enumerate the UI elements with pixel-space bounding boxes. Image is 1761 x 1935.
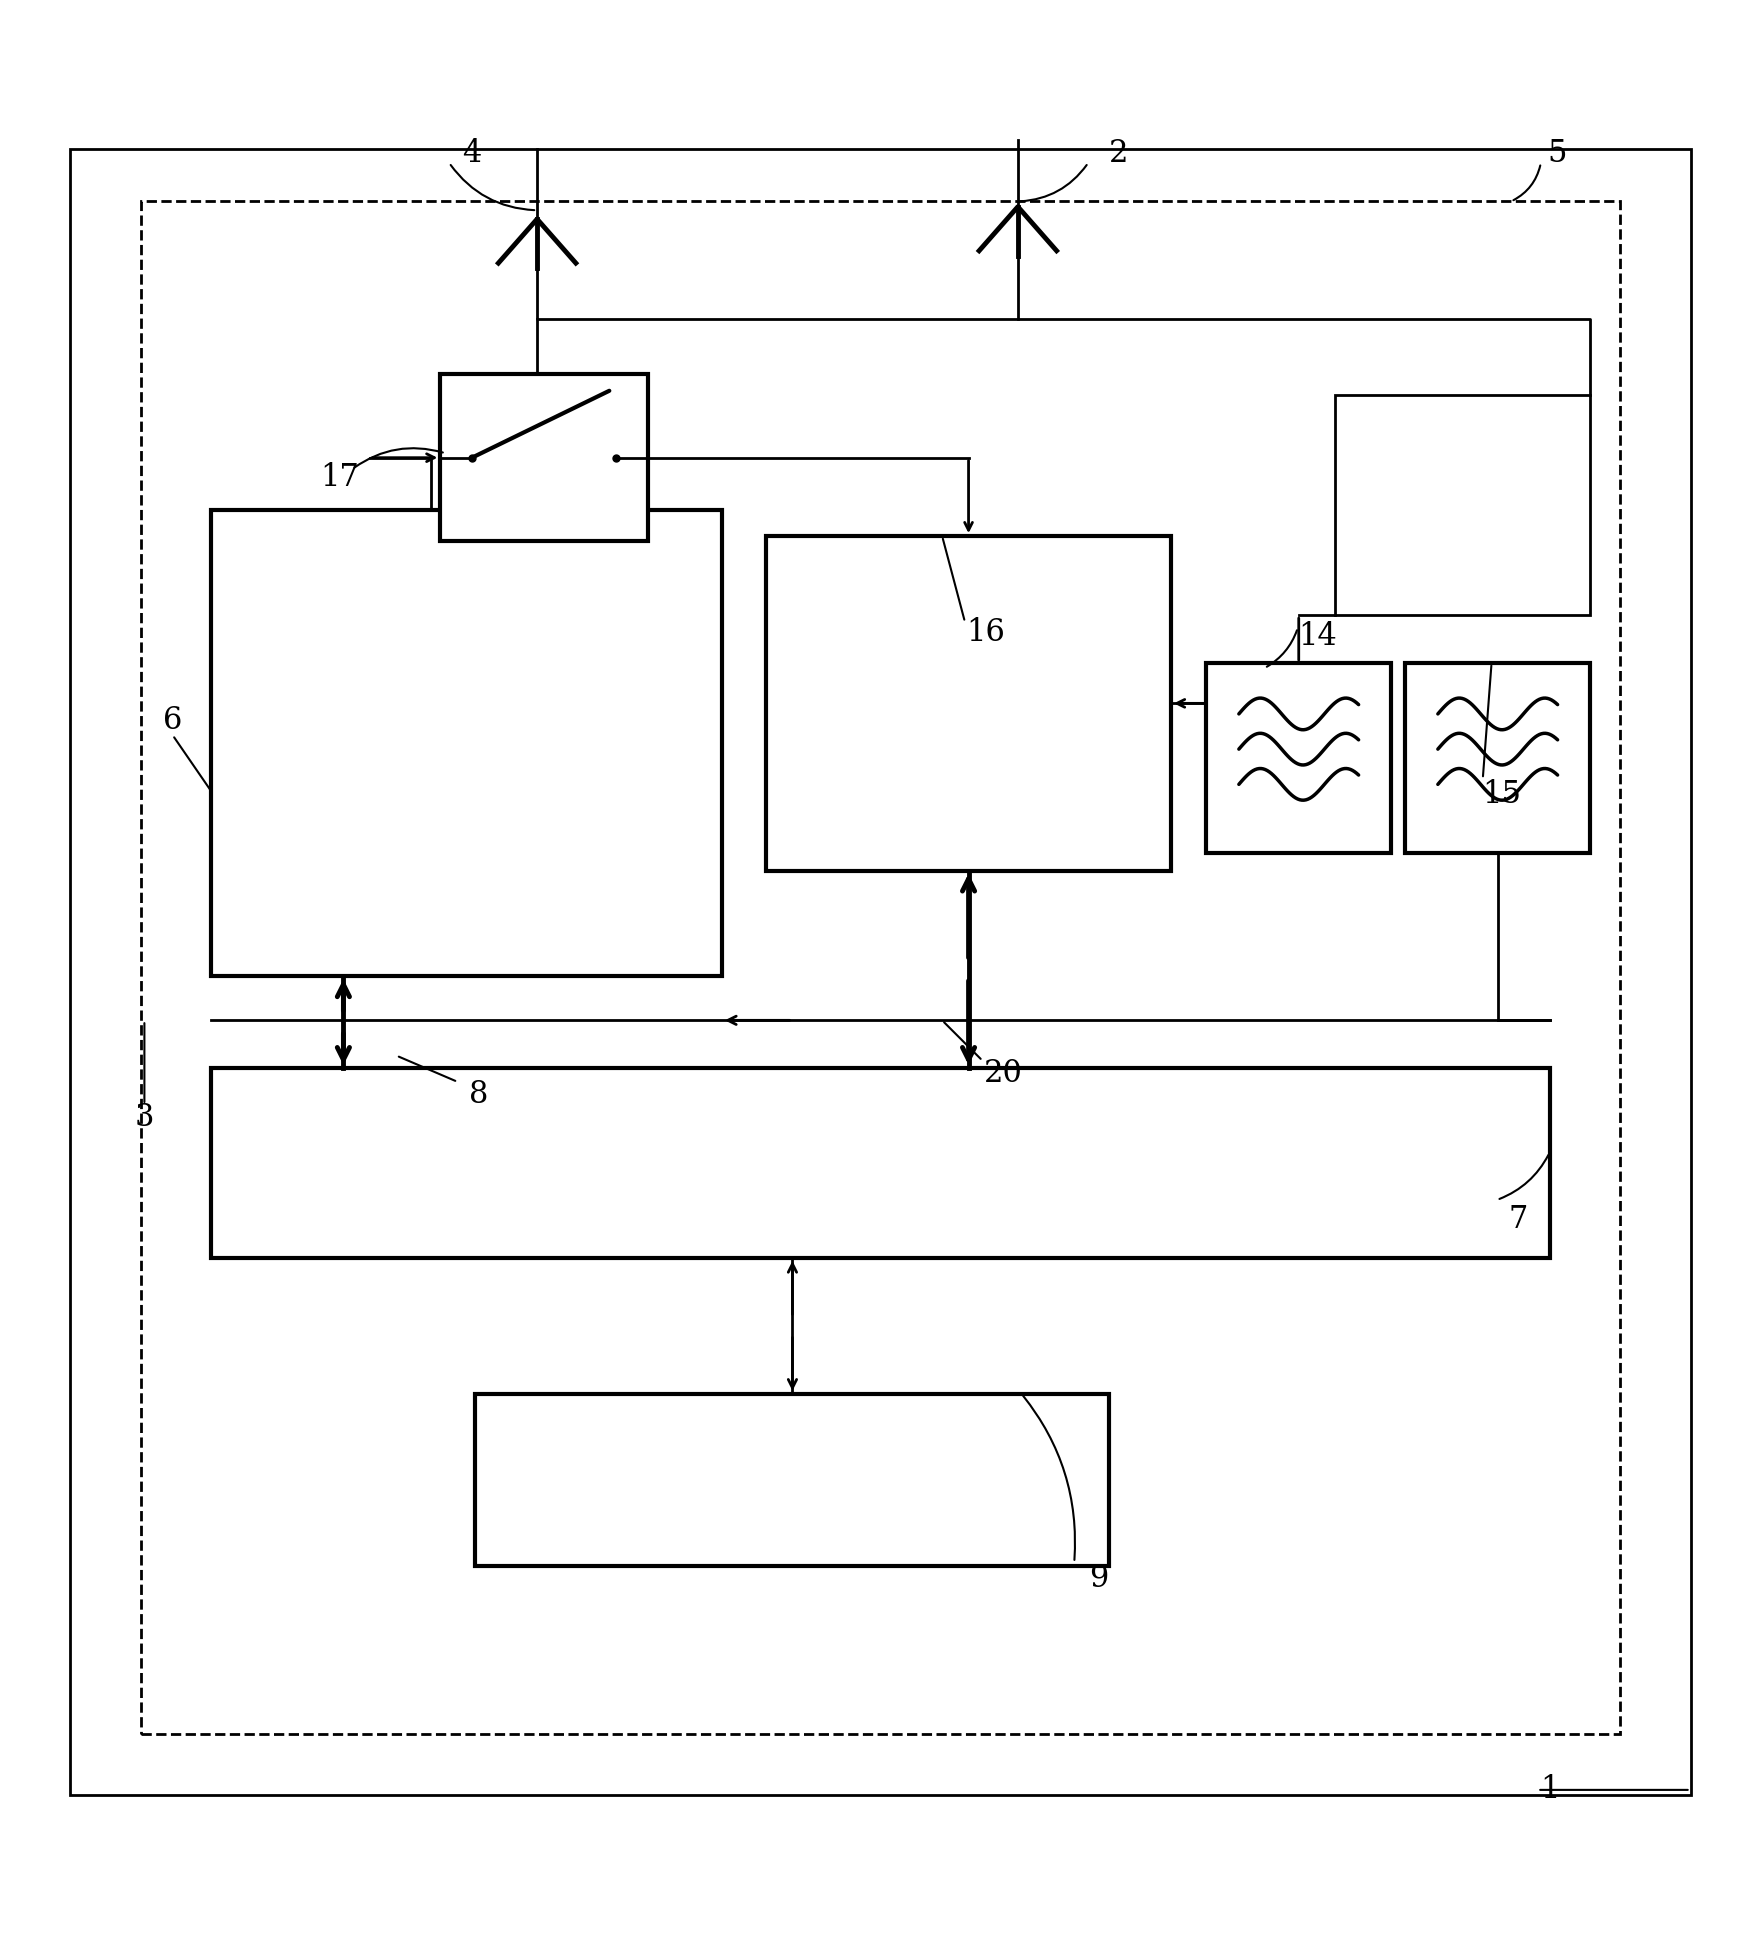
Bar (141, 201, 1620, 1734)
Text: 3: 3 (134, 1101, 155, 1132)
Text: 16: 16 (967, 617, 1006, 648)
Text: 9: 9 (1090, 1563, 1108, 1594)
Text: 7: 7 (1507, 1204, 1529, 1235)
Bar (211, 509, 722, 977)
Text: 8: 8 (468, 1080, 490, 1111)
Text: 5: 5 (1546, 139, 1567, 170)
Text: 15: 15 (1483, 780, 1522, 811)
Bar (766, 536, 1171, 871)
Bar (211, 1068, 1550, 1258)
Text: 20: 20 (984, 1058, 1023, 1089)
Bar (1405, 664, 1590, 853)
Bar (475, 1393, 1109, 1565)
Bar (440, 373, 648, 542)
Text: 14: 14 (1298, 621, 1337, 652)
Text: 17: 17 (321, 462, 359, 493)
Text: 2: 2 (1108, 139, 1129, 170)
Text: 6: 6 (162, 706, 183, 737)
Text: 4: 4 (463, 139, 481, 170)
Text: 1: 1 (1539, 1774, 1560, 1805)
Bar (1206, 664, 1391, 853)
Bar (1335, 395, 1590, 615)
